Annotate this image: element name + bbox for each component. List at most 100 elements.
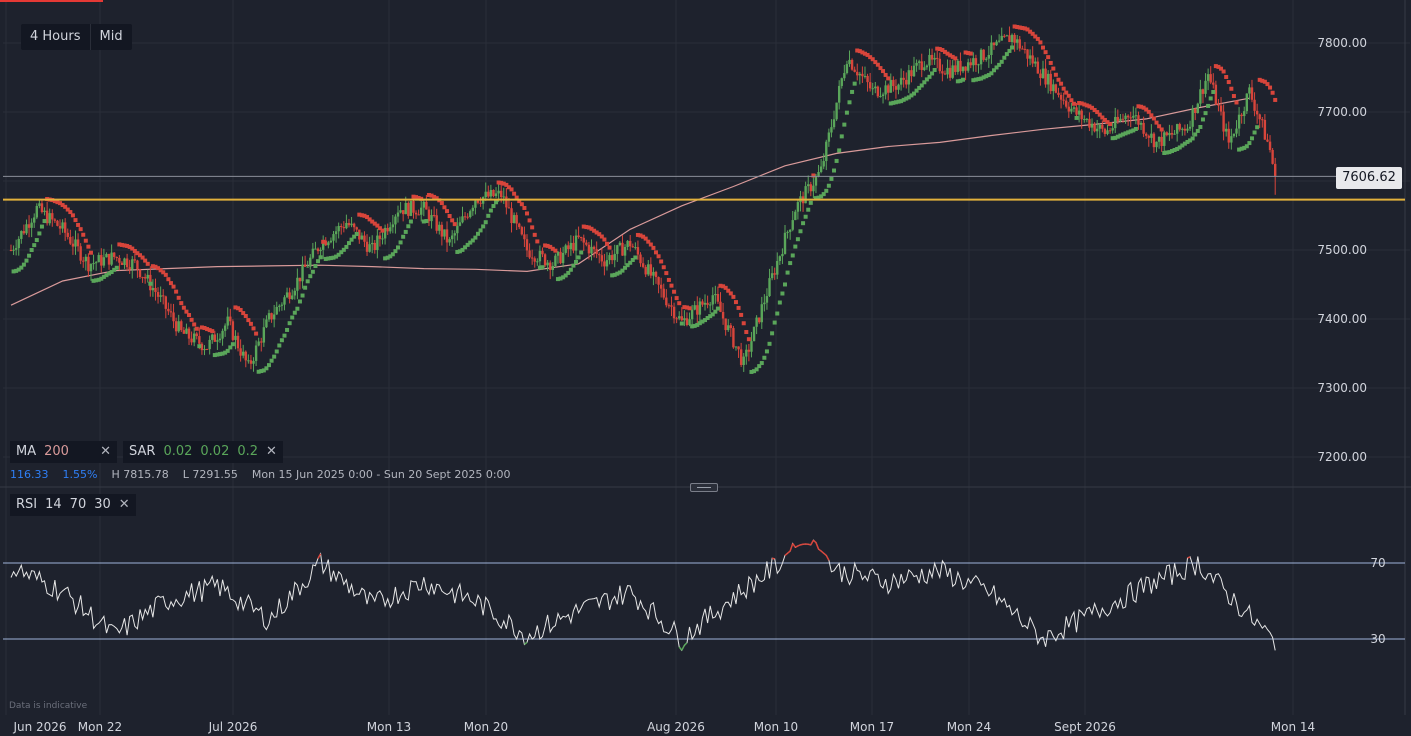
- candle-body: [1013, 34, 1016, 43]
- sar-dot: [728, 291, 733, 296]
- rsi-indicator-chip[interactable]: RSI 14 70 30 ✕: [10, 494, 136, 516]
- candle-body: [1132, 115, 1135, 118]
- sar-dot: [362, 213, 367, 218]
- sar-dot: [628, 260, 633, 265]
- candle-body: [1065, 100, 1068, 107]
- sar-dot: [1002, 55, 1007, 60]
- candle-body: [329, 240, 333, 243]
- candle-body: [252, 360, 255, 364]
- candle-body: [1046, 73, 1050, 85]
- candle-body: [727, 325, 730, 331]
- candle-body: [863, 75, 867, 77]
- candle-body: [585, 242, 588, 245]
- candle-body: [404, 203, 407, 215]
- candle-body: [133, 259, 137, 261]
- rsi-remove-icon[interactable]: ✕: [118, 497, 130, 512]
- candle-body: [100, 255, 103, 266]
- sar-dot: [950, 54, 955, 59]
- sar-dot: [1102, 117, 1107, 122]
- sar-dot: [313, 264, 318, 269]
- sar-dot: [963, 50, 968, 55]
- candle-body: [285, 292, 289, 298]
- candle-body: [786, 231, 789, 233]
- sar-dot: [83, 238, 88, 243]
- sar-dot: [594, 230, 599, 235]
- panel-resize-handle[interactable]: [690, 483, 718, 492]
- candle-body: [644, 266, 647, 275]
- timeframe-selector[interactable]: 4 Hours Mid: [21, 24, 132, 50]
- sar-dot: [953, 56, 958, 61]
- sar-dot: [1033, 34, 1038, 39]
- sar-dot: [171, 284, 176, 289]
- sar-dot: [535, 239, 540, 244]
- sar-remove-icon[interactable]: ✕: [266, 444, 277, 459]
- sar-dot: [917, 85, 922, 90]
- candle-body: [291, 295, 294, 299]
- candle-body: [407, 203, 410, 216]
- sar-dot: [801, 221, 806, 226]
- candle-body: [574, 235, 578, 251]
- candle-body: [293, 290, 296, 296]
- candle-body: [56, 220, 59, 226]
- sar-dot: [986, 73, 991, 78]
- sar-dot: [566, 270, 571, 275]
- sar-dot: [1048, 60, 1053, 65]
- rsi-overbought-segment: [823, 552, 827, 556]
- sar-dot: [966, 51, 971, 56]
- candle-body: [997, 40, 1001, 42]
- candle-body: [487, 191, 490, 197]
- candle-body: [347, 223, 351, 226]
- candle-body: [791, 220, 794, 230]
- candle-body: [484, 191, 487, 198]
- candle-body: [990, 42, 993, 55]
- sar-dot: [1012, 24, 1017, 29]
- sar-indicator-chip[interactable]: SAR 0.02 0.02 0.2 ✕: [123, 441, 283, 463]
- sar-dot: [310, 269, 315, 274]
- candle-body: [1263, 119, 1267, 140]
- x-tick-label: Mon 20: [464, 720, 508, 734]
- candle-body: [871, 88, 874, 90]
- candle-body: [675, 318, 678, 320]
- sar-dot: [654, 250, 658, 255]
- candle-body: [1142, 122, 1145, 134]
- sar-dot: [798, 229, 803, 234]
- sar-dot: [122, 243, 127, 248]
- candle-body: [861, 73, 864, 77]
- sar-dot: [940, 48, 945, 53]
- timeframe-label[interactable]: 4 Hours: [30, 29, 81, 44]
- candle-body: [1129, 117, 1132, 119]
- candle-body: [1031, 55, 1034, 64]
- sar-dot: [1170, 149, 1174, 154]
- sar-dot: [346, 241, 351, 246]
- candle-body: [819, 166, 823, 173]
- candle-body: [448, 239, 451, 243]
- sar-dot: [179, 301, 184, 306]
- candle-body: [714, 293, 717, 296]
- ma-indicator-chip[interactable]: MA 200 ✕: [10, 441, 118, 463]
- sar-dot: [383, 256, 388, 261]
- candle-body: [1245, 93, 1249, 112]
- candle-body: [917, 61, 921, 63]
- candle-body: [825, 141, 828, 162]
- candle-body: [1168, 132, 1171, 136]
- sar-dot: [81, 232, 86, 237]
- candle-body: [1163, 132, 1166, 146]
- sar-dot: [414, 195, 419, 200]
- candle-body: [164, 296, 167, 309]
- sar-dot: [597, 232, 602, 237]
- sar-dot: [630, 257, 635, 262]
- ma-remove-icon[interactable]: ✕: [100, 444, 112, 459]
- candle-body: [324, 240, 327, 246]
- candle-body: [244, 351, 247, 361]
- sar-dot: [295, 306, 300, 311]
- candle-body: [518, 223, 521, 228]
- candle-body: [943, 73, 947, 75]
- sar-dot: [731, 294, 736, 299]
- price-type-label[interactable]: Mid: [99, 29, 123, 44]
- sar-dot: [1010, 45, 1015, 50]
- sar-dot: [282, 333, 287, 338]
- sar-dot: [625, 263, 630, 268]
- sar-dot: [718, 283, 723, 288]
- sar-dot: [1208, 96, 1213, 101]
